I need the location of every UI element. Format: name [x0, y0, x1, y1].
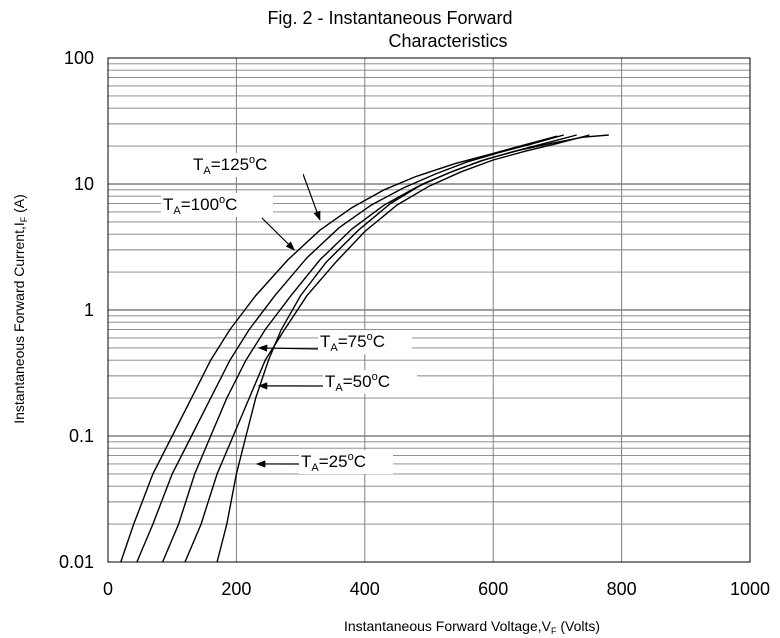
- annotation-label-part: o: [367, 331, 373, 343]
- annotation-label-part: T: [320, 332, 330, 351]
- annotation-label-part: T: [325, 372, 335, 391]
- annotation-5: TA=25oC: [255, 450, 393, 474]
- annotation-bg: [323, 370, 417, 394]
- annotation-label-part: =75: [338, 332, 367, 351]
- x-axis-label-main: Instantaneous Forward Voltage,V: [344, 618, 552, 634]
- series-curve-4: [184, 134, 590, 563]
- annotation-label: TA=125oC: [193, 154, 267, 177]
- annotation-label-part: T: [193, 155, 203, 174]
- y-tick-label: 1: [84, 300, 94, 320]
- x-tick-label: 800: [607, 579, 637, 599]
- series-curve-1: [120, 135, 558, 563]
- annotation-label: TA=50oC: [325, 371, 390, 394]
- x-axis-label-suffix: (Volts): [556, 618, 600, 634]
- annotation-label-part: o: [348, 451, 354, 463]
- x-tick-label: 1000: [730, 579, 770, 599]
- y-axis-label-suffix: (A): [11, 194, 27, 217]
- x-tick-label: 400: [350, 579, 380, 599]
- chart-title-line-2: Characteristics: [388, 31, 507, 51]
- annotation-arrow: [257, 344, 321, 352]
- annotation-3: TA=75oC: [257, 330, 412, 354]
- annotation-1: TA=125oC: [191, 153, 321, 221]
- annotation-label-part: C: [225, 195, 237, 214]
- annotation-label-part: C: [255, 155, 267, 174]
- y-tick-label: 0.1: [69, 426, 94, 446]
- y-tick-label: 10: [74, 174, 94, 194]
- annotation-bg: [299, 450, 393, 474]
- y-axis-label-sub: F: [19, 216, 29, 222]
- annotation-label: TA=75oC: [320, 331, 385, 354]
- x-tick-label: 600: [478, 579, 508, 599]
- annotation-label-part: o: [249, 154, 255, 166]
- annotation-label: TA=100oC: [163, 194, 237, 217]
- x-tick-label: 200: [221, 579, 251, 599]
- annotation-arrow: [302, 173, 321, 221]
- annotation-label-part: A: [335, 382, 343, 394]
- annotation-label-part: =125: [211, 155, 249, 174]
- x-axis-label: Instantaneous Forward Voltage,VF (Volts): [344, 618, 600, 636]
- annotation-label-part: T: [163, 195, 173, 214]
- x-axis-label-sub: F: [551, 626, 557, 636]
- annotation-label-part: A: [311, 462, 319, 474]
- annotation-label-part: o: [372, 371, 378, 383]
- annotation-bg: [318, 330, 412, 354]
- annotation-label-part: C: [378, 372, 390, 391]
- y-tick-label: 0.01: [59, 552, 94, 572]
- y-tick-label: 100: [64, 48, 94, 68]
- y-axis-label: Instantaneous Forward Current,IF (A): [11, 194, 29, 424]
- annotation-label-part: A: [203, 165, 211, 177]
- series-curve-5: [216, 134, 609, 563]
- x-tick-label: 0: [103, 579, 113, 599]
- annotation-label-part: C: [354, 452, 366, 471]
- annotation-label-part: A: [173, 205, 181, 217]
- annotation-label-part: =25: [319, 452, 348, 471]
- annotation-label-part: C: [373, 332, 385, 351]
- annotation-label-part: o: [219, 194, 225, 206]
- annotation-bg: [191, 153, 303, 177]
- annotation-label: TA=25oC: [301, 451, 366, 474]
- annotation-label-part: A: [330, 342, 338, 354]
- series-curve-2: [136, 134, 564, 563]
- y-axis-label-main: Instantaneous Forward Current,I: [11, 222, 27, 424]
- annotation-4: TA=50oC: [257, 370, 417, 394]
- chart-title-line-1: Fig. 2 - Instantaneous Forward: [267, 8, 512, 28]
- grid: [108, 58, 750, 562]
- annotation-label-part: =50: [343, 372, 372, 391]
- series-curves: [120, 134, 609, 563]
- plot-frame: [107, 57, 751, 563]
- annotation-2: TA=100oC: [161, 193, 296, 251]
- annotation-label-part: =100: [181, 195, 219, 214]
- annotation-bg: [161, 193, 273, 217]
- tick-labels: 0 200 400 600 800 1000 0.01 0.1 1 10 100: [59, 48, 770, 599]
- annotation-arrow: [261, 217, 296, 251]
- annotation-label-part: T: [301, 452, 311, 471]
